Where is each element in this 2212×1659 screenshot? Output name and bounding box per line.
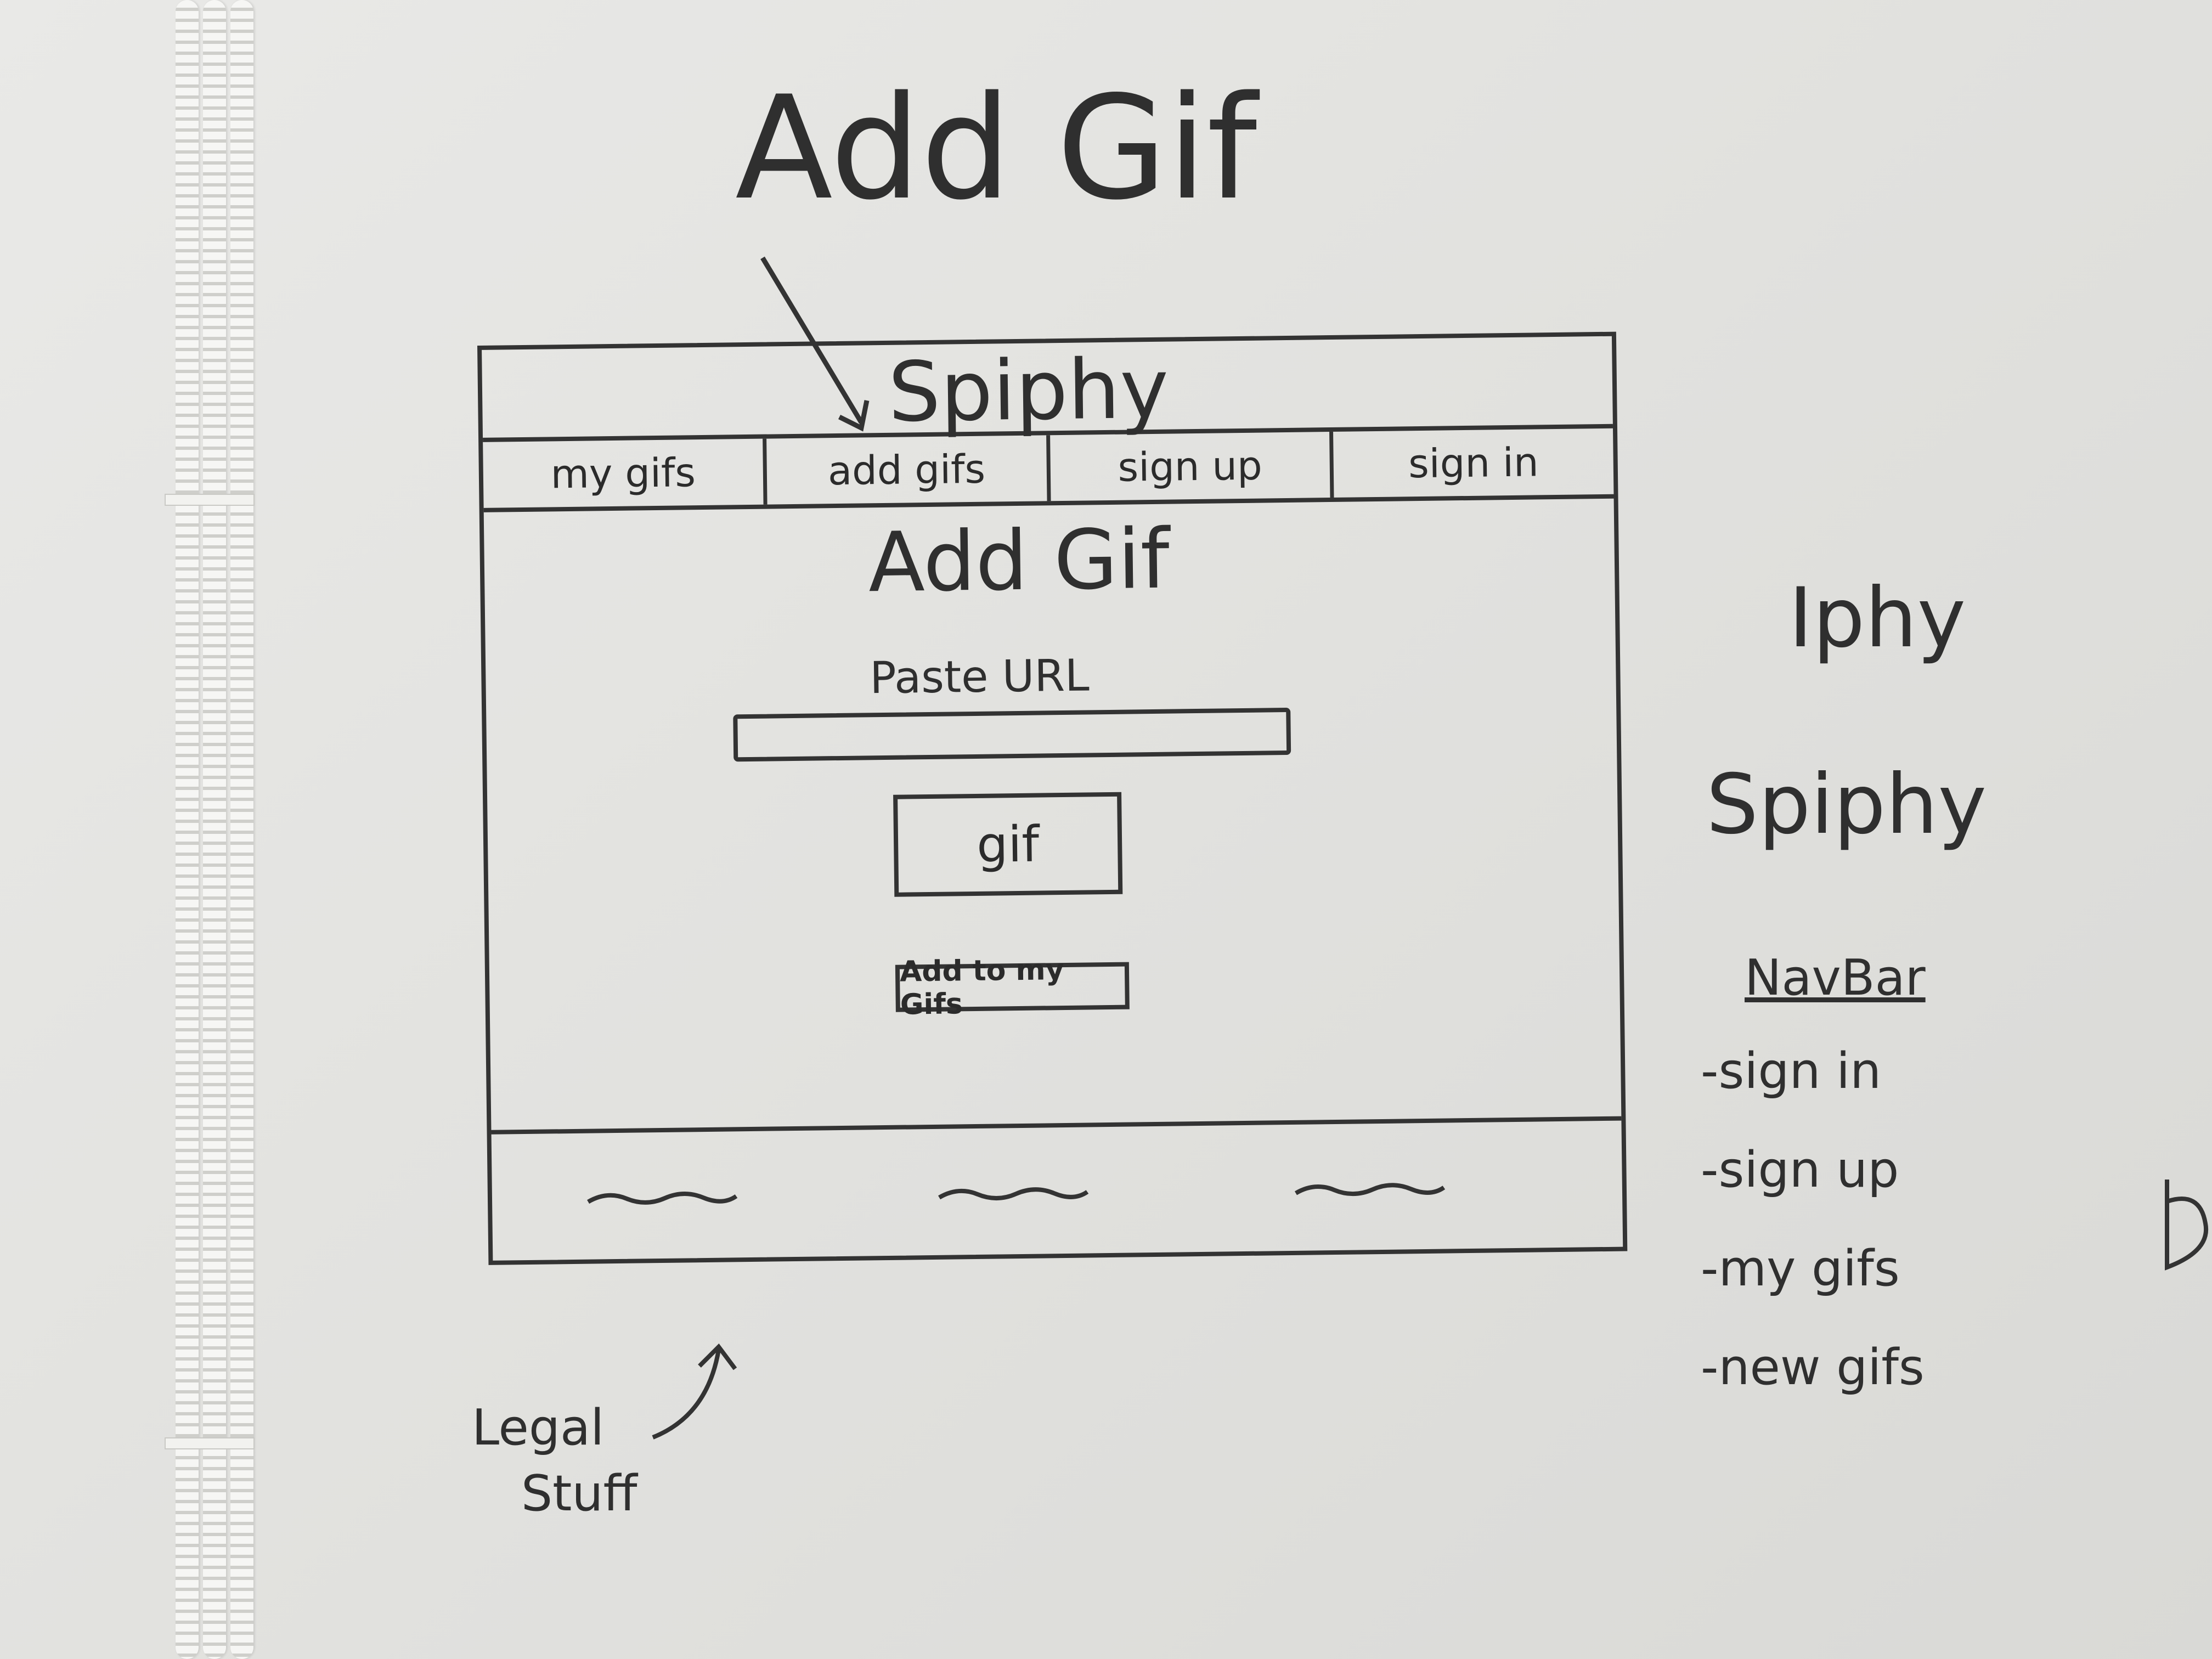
footer-link-squiggle bbox=[938, 1187, 1089, 1201]
add-to-my-gifs-button[interactable]: Add to my Gifs bbox=[895, 953, 1130, 1022]
nav-item-sign-up[interactable]: sign up bbox=[1049, 431, 1334, 501]
nav-item-sign-in[interactable]: sign in bbox=[1408, 439, 1539, 487]
wireframe-window: Spiphy my gifs add gifs sign up sign in … bbox=[477, 331, 1628, 1265]
note-navbar-item: -my gifs bbox=[1701, 1240, 1900, 1297]
note-stuff: Stuff bbox=[521, 1465, 637, 1522]
note-navbar-item: -new gifs bbox=[1701, 1339, 1925, 1396]
conduit-pipe bbox=[203, 0, 226, 1659]
heading-add-gif: Add Gif bbox=[735, 66, 1257, 232]
footer bbox=[491, 1116, 1623, 1261]
paste-url-label: Paste URL bbox=[869, 650, 1090, 704]
footer-link-squiggle bbox=[1294, 1183, 1446, 1197]
page-title: Add Gif bbox=[867, 511, 1170, 611]
note-legal: Legal bbox=[472, 1399, 605, 1457]
note-navbar-item: -sign in bbox=[1701, 1042, 1882, 1100]
paste-url-input[interactable] bbox=[733, 707, 1291, 762]
cable-tie bbox=[165, 494, 255, 506]
arrow-to-footer bbox=[652, 1343, 737, 1440]
cable-tie bbox=[165, 1437, 255, 1449]
nav-item-add-gifs[interactable]: add gifs bbox=[766, 435, 1051, 505]
nav-bar: my gifs add gifs sign up sign in bbox=[483, 428, 1614, 512]
arrow-to-add-gifs bbox=[760, 256, 870, 432]
gif-preview-button[interactable]: gif bbox=[893, 792, 1123, 897]
footer-link-squiggle bbox=[587, 1192, 738, 1205]
brand-title[interactable]: Spiphy bbox=[888, 341, 1170, 441]
conduit-pipe bbox=[230, 0, 253, 1659]
header-bar: Spiphy bbox=[482, 336, 1613, 442]
conduit-pipe bbox=[176, 0, 199, 1659]
note-navbar-item: -sign up bbox=[1701, 1141, 1899, 1199]
note-navbar-title: NavBar bbox=[1745, 949, 1926, 1007]
note-iphy: Iphy bbox=[1788, 571, 1966, 666]
note-spiphy: Spiphy bbox=[1706, 757, 1987, 853]
nav-item-my-gifs[interactable]: my gifs bbox=[483, 438, 768, 508]
partial-drawing-mark bbox=[2165, 1180, 2209, 1271]
